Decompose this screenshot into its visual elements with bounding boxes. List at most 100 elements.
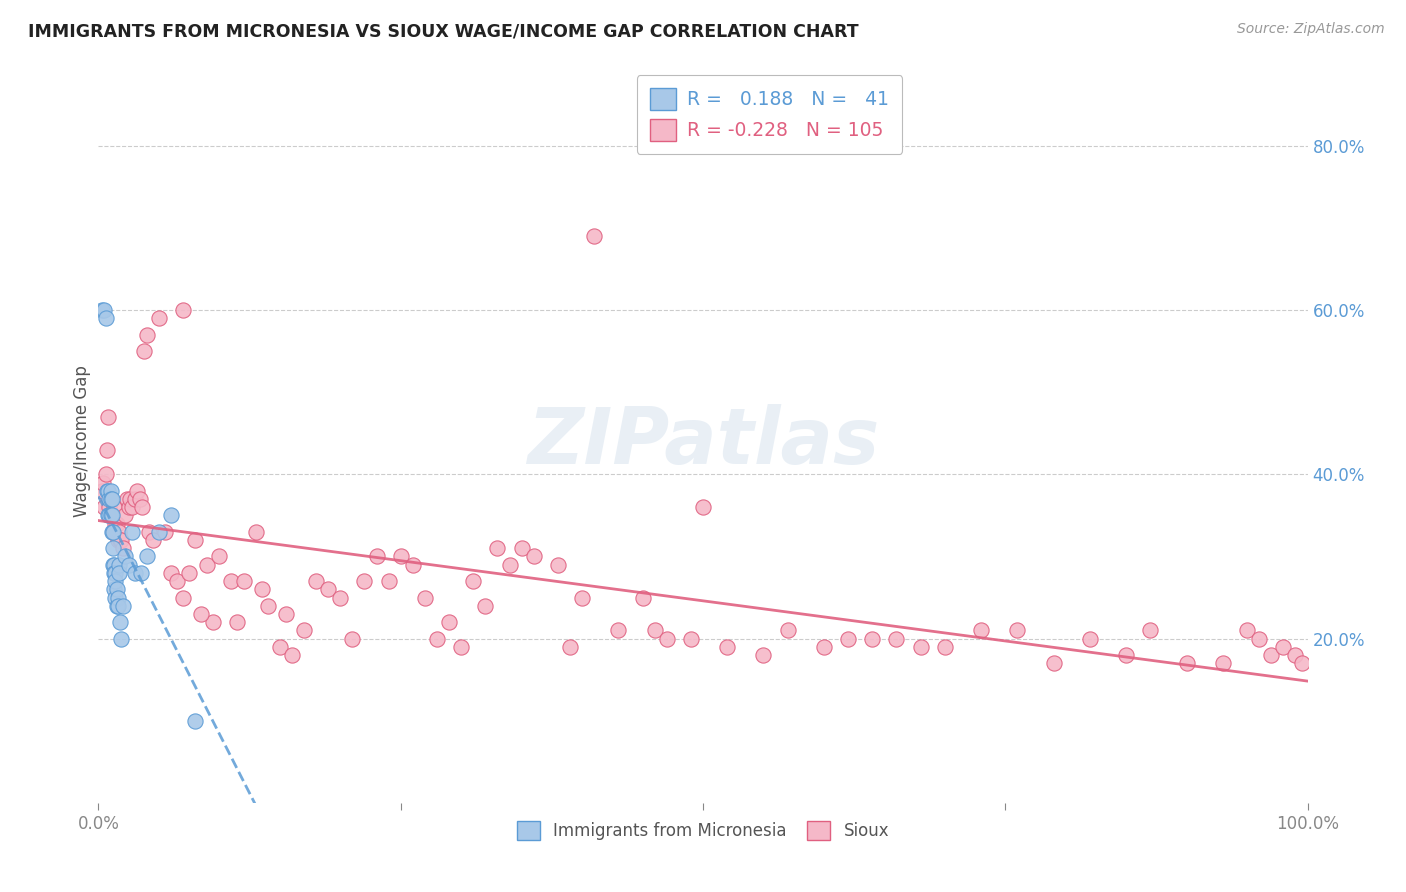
- Point: [813, 640, 835, 654]
- Point: [101, 524, 124, 539]
- Point: [970, 624, 993, 638]
- Point: [366, 549, 388, 564]
- Point: [153, 524, 176, 539]
- Point: [100, 508, 122, 523]
- Point: [104, 591, 127, 605]
- Point: [100, 508, 122, 523]
- Point: [94, 467, 117, 482]
- Point: [776, 624, 799, 638]
- Point: [208, 549, 231, 564]
- Point: [274, 607, 297, 621]
- Point: [1042, 657, 1064, 671]
- Point: [631, 591, 654, 605]
- Point: [124, 491, 146, 506]
- Legend: Immigrants from Micronesia, Sioux: Immigrants from Micronesia, Sioux: [509, 813, 897, 848]
- Point: [138, 524, 160, 539]
- Point: [389, 549, 412, 564]
- Point: [111, 599, 134, 613]
- Point: [172, 303, 194, 318]
- Point: [269, 640, 291, 654]
- Point: [221, 574, 243, 588]
- Point: [118, 558, 141, 572]
- Point: [101, 524, 124, 539]
- Point: [510, 541, 533, 556]
- Point: [463, 574, 485, 588]
- Point: [402, 558, 425, 572]
- Point: [160, 508, 183, 523]
- Point: [101, 541, 124, 556]
- Point: [1212, 657, 1234, 671]
- Point: [377, 574, 399, 588]
- Point: [1078, 632, 1101, 646]
- Point: [172, 591, 194, 605]
- Point: [571, 591, 593, 605]
- Point: [860, 632, 883, 646]
- Point: [281, 648, 304, 662]
- Point: [342, 632, 364, 646]
- Point: [121, 524, 143, 539]
- Point: [98, 500, 121, 515]
- Point: [121, 500, 143, 515]
- Text: Source: ZipAtlas.com: Source: ZipAtlas.com: [1237, 22, 1385, 37]
- Point: [114, 549, 136, 564]
- Point: [96, 442, 118, 457]
- Point: [837, 632, 859, 646]
- Point: [100, 524, 122, 539]
- Point: [523, 549, 546, 564]
- Point: [1284, 648, 1306, 662]
- Point: [111, 541, 134, 556]
- Point: [103, 500, 125, 515]
- Point: [202, 615, 225, 630]
- Point: [100, 483, 122, 498]
- Point: [105, 582, 128, 597]
- Point: [1115, 648, 1137, 662]
- Point: [226, 615, 249, 630]
- Point: [98, 491, 121, 506]
- Point: [93, 500, 115, 515]
- Point: [179, 566, 201, 580]
- Point: [108, 615, 131, 630]
- Point: [124, 566, 146, 580]
- Point: [105, 516, 128, 531]
- Point: [107, 591, 129, 605]
- Point: [1249, 632, 1271, 646]
- Point: [135, 549, 157, 564]
- Point: [547, 558, 569, 572]
- Point: [256, 599, 278, 613]
- Point: [316, 582, 339, 597]
- Point: [97, 508, 120, 523]
- Point: [128, 491, 150, 506]
- Point: [166, 574, 188, 588]
- Point: [135, 327, 157, 342]
- Point: [692, 500, 714, 515]
- Point: [100, 491, 122, 506]
- Point: [91, 475, 114, 490]
- Point: [104, 516, 127, 531]
- Point: [644, 624, 666, 638]
- Point: [184, 533, 207, 547]
- Point: [1272, 640, 1295, 654]
- Point: [118, 491, 141, 506]
- Point: [437, 615, 460, 630]
- Point: [934, 640, 956, 654]
- Point: [118, 500, 141, 515]
- Point: [100, 491, 122, 506]
- Point: [142, 533, 165, 547]
- Point: [190, 607, 212, 621]
- Point: [134, 344, 156, 359]
- Point: [1175, 657, 1198, 671]
- Point: [292, 624, 315, 638]
- Point: [195, 558, 218, 572]
- Point: [98, 508, 121, 523]
- Point: [94, 311, 117, 326]
- Point: [110, 533, 132, 547]
- Point: [583, 229, 606, 244]
- Text: ZIPatlas: ZIPatlas: [527, 403, 879, 480]
- Point: [250, 582, 273, 597]
- Point: [232, 574, 254, 588]
- Point: [184, 714, 207, 728]
- Point: [93, 303, 115, 318]
- Point: [104, 574, 127, 588]
- Point: [108, 533, 131, 547]
- Point: [105, 599, 128, 613]
